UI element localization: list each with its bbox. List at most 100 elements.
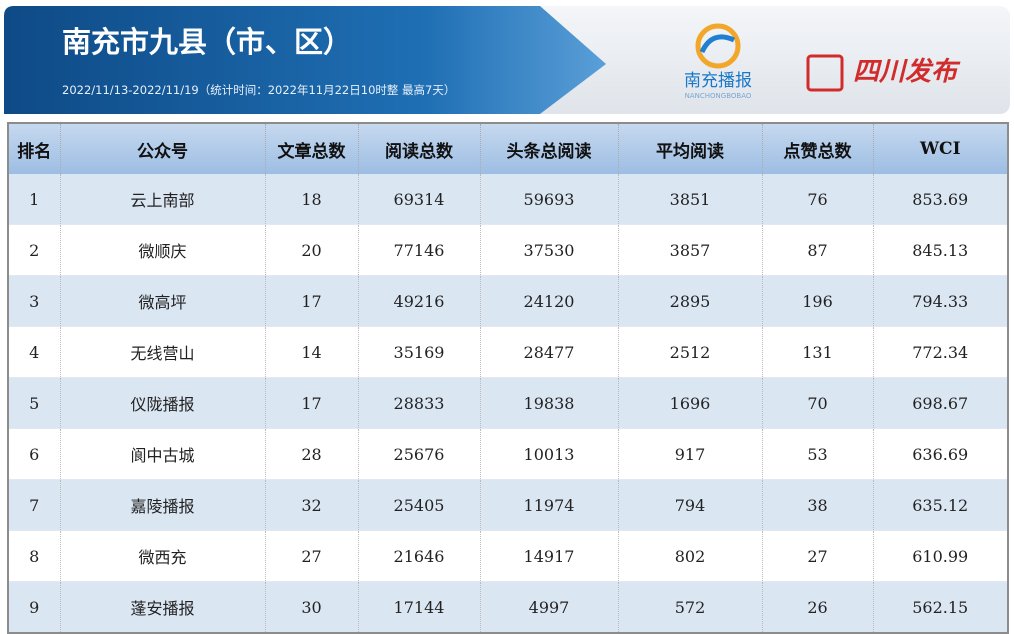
table-cell: 8 xyxy=(8,530,61,582)
table-cell: 35169 xyxy=(358,326,481,378)
table-row: 7 嘉陵播报 32 25405 11974 794 38 635.12 xyxy=(8,479,1009,531)
column-header: 平均阅读 xyxy=(618,123,763,174)
table-cell: 11974 xyxy=(480,479,619,531)
table-cell: 32 xyxy=(265,479,359,531)
header-banner xyxy=(4,6,606,114)
table-cell: 38 xyxy=(762,479,874,531)
table-cell: 14917 xyxy=(480,530,619,582)
table-cell: 17 xyxy=(265,377,359,429)
table-cell: 610.99 xyxy=(873,530,1009,582)
table-row: 4 无线营山 14 35169 28477 2512 131 772.34 xyxy=(8,326,1009,378)
table-cell: 2895 xyxy=(618,275,763,327)
table-cell: 28833 xyxy=(358,377,481,429)
table-row: 8 微西充 27 21646 14917 802 27 610.99 xyxy=(8,530,1009,582)
table-cell: 微顺庆 xyxy=(60,224,266,276)
table-cell: 25405 xyxy=(358,479,481,531)
table-cell: 772.34 xyxy=(873,326,1009,378)
table-cell: 27 xyxy=(265,530,359,582)
column-header: 文章总数 xyxy=(265,123,359,174)
table-cell: 28 xyxy=(265,428,359,480)
table-cell: 5 xyxy=(8,377,61,429)
table-cell: 4997 xyxy=(480,581,619,634)
table-cell: 572 xyxy=(618,581,763,634)
table-cell: 845.13 xyxy=(873,224,1009,276)
table-cell: 562.15 xyxy=(873,581,1009,634)
table-cell: 19838 xyxy=(480,377,619,429)
table-row: 1 云上南部 18 69314 59693 3851 76 853.69 xyxy=(8,174,1009,225)
column-header: 阅读总数 xyxy=(358,123,481,174)
table-cell: 微西充 xyxy=(60,530,266,582)
table-row: 3 微高坪 17 49216 24120 2895 196 794.33 xyxy=(8,275,1009,327)
table-cell: 17144 xyxy=(358,581,481,634)
table-cell: 蓬安播报 xyxy=(60,581,266,634)
logo-icon xyxy=(695,23,741,69)
table-cell: 27 xyxy=(762,530,874,582)
title: 南充市九县（市、区） xyxy=(62,25,352,59)
header: 南充市九县（市、区） 2022/11/13-2022/11/19（统计时间：20… xyxy=(4,6,1010,114)
table-row: 5 仪陇播报 17 28833 19838 1696 70 698.67 xyxy=(8,377,1009,429)
table-cell: 802 xyxy=(618,530,763,582)
column-header: 公众号 xyxy=(60,123,266,174)
table-cell: 794 xyxy=(618,479,763,531)
logo-icon xyxy=(699,34,736,54)
table-cell: 云上南部 xyxy=(60,174,266,225)
table-cell: 1 xyxy=(8,174,61,225)
column-header: 头条总阅读 xyxy=(480,123,619,174)
table-row: 6 阆中古城 28 25676 10013 917 53 636.69 xyxy=(8,428,1009,480)
table-cell: 3857 xyxy=(618,224,763,276)
table-cell: 21646 xyxy=(358,530,481,582)
table-cell: 无线营山 xyxy=(60,326,266,378)
table-cell: 4 xyxy=(8,326,61,378)
table-cell: 87 xyxy=(762,224,874,276)
column-header: 点赞总数 xyxy=(762,123,874,174)
table-cell: 阆中古城 xyxy=(60,428,266,480)
table-row: 9 蓬安播报 30 17144 4997 572 26 562.15 xyxy=(8,581,1009,634)
table-cell: 24120 xyxy=(480,275,619,327)
table-cell: 37530 xyxy=(480,224,619,276)
table-cell: 2512 xyxy=(618,326,763,378)
column-header: WCI xyxy=(873,123,1009,174)
table-cell: 853.69 xyxy=(873,174,1009,225)
logo-subtext: NANCHONGBOBAO xyxy=(685,92,752,100)
table-cell: 635.12 xyxy=(873,479,1009,531)
table-cell: 2 xyxy=(8,224,61,276)
table-cell: 18 xyxy=(265,174,359,225)
table-cell: 636.69 xyxy=(873,428,1009,480)
table-row: 2 微顺庆 20 77146 37530 3857 87 845.13 xyxy=(8,224,1009,276)
table-cell: 25676 xyxy=(358,428,481,480)
table-cell: 仪陇播报 xyxy=(60,377,266,429)
table-cell: 嘉陵播报 xyxy=(60,479,266,531)
table-cell: 794.33 xyxy=(873,275,1009,327)
table-cell: 9 xyxy=(8,581,61,634)
table-cell: 917 xyxy=(618,428,763,480)
table-cell: 30 xyxy=(265,581,359,634)
table-cell: 微高坪 xyxy=(60,275,266,327)
subtitle: 2022/11/13-2022/11/19（统计时间：2022年11月22日10… xyxy=(62,83,455,97)
table-cell: 28477 xyxy=(480,326,619,378)
table-cell: 69314 xyxy=(358,174,481,225)
brand: 四川发布 xyxy=(853,57,961,87)
table-cell: 17 xyxy=(265,275,359,327)
table-cell: 59693 xyxy=(480,174,619,225)
logo-text: 南充播报 xyxy=(684,71,752,91)
table-cell: 70 xyxy=(762,377,874,429)
table-cell: 7 xyxy=(8,479,61,531)
table-cell: 14 xyxy=(265,326,359,378)
table-cell: 49216 xyxy=(358,275,481,327)
table-cell: 3 xyxy=(8,275,61,327)
table-cell: 20 xyxy=(265,224,359,276)
table-cell: 10013 xyxy=(480,428,619,480)
table-cell: 6 xyxy=(8,428,61,480)
table-cell: 76 xyxy=(762,174,874,225)
table-cell: 196 xyxy=(762,275,874,327)
header-row: 排名 公众号 文章总数 阅读总数 头条总阅读 平均阅读 点赞总数 WCI xyxy=(8,123,1009,174)
column-header: 排名 xyxy=(8,123,61,174)
ranking-table: 排名 公众号 文章总数 阅读总数 头条总阅读 平均阅读 点赞总数 WCI 1 云上南部 18 693… xyxy=(7,122,1009,634)
table-cell: 53 xyxy=(762,428,874,480)
table-cell: 698.67 xyxy=(873,377,1009,429)
table-cell: 26 xyxy=(762,581,874,634)
table-cell: 3851 xyxy=(618,174,763,225)
table-cell: 131 xyxy=(762,326,874,378)
seal xyxy=(806,54,844,92)
